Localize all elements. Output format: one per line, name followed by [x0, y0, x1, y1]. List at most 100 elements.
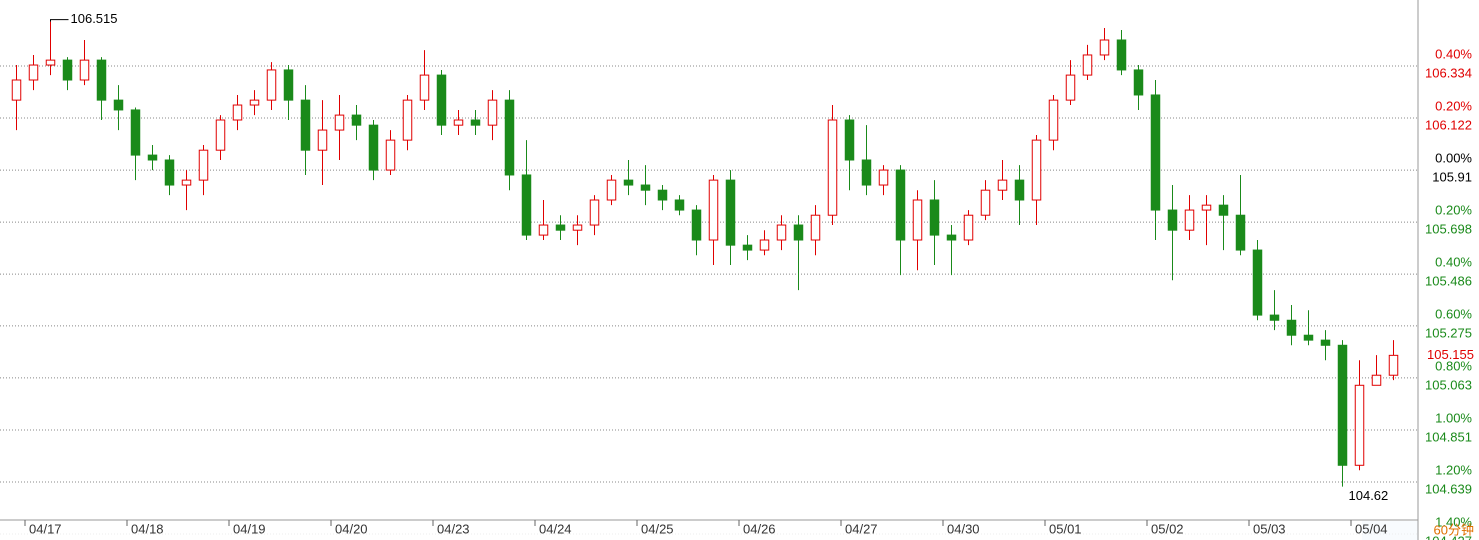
candle-body [1252, 249, 1263, 316]
y-tick-label: 104.427 [1425, 533, 1472, 540]
candle-body [912, 199, 923, 241]
candle-body [130, 109, 141, 156]
y-tick-label: 104.851 [1425, 429, 1472, 444]
candle-body [504, 99, 515, 176]
y-tick-label: 105.91 [1432, 170, 1472, 185]
candle-body [419, 74, 430, 101]
max-marker [50, 19, 69, 22]
candle-body [334, 114, 345, 131]
x-tick-label: 05/03 [1253, 521, 1286, 536]
candle-body [657, 189, 668, 201]
candle-body [725, 179, 736, 246]
candle-body [538, 224, 549, 236]
candle-body [1286, 319, 1297, 336]
candle-body [113, 99, 124, 111]
candle-body [11, 79, 22, 101]
candle-body [1082, 54, 1093, 76]
candle-body [487, 99, 498, 126]
candle-body [895, 169, 906, 241]
candle-body [1184, 209, 1195, 231]
candle-body [28, 64, 39, 81]
candle-body [691, 209, 702, 241]
candle-body [1354, 384, 1365, 466]
candle-body [946, 234, 957, 241]
candle-body [827, 119, 838, 216]
candle-body [589, 199, 600, 226]
candle-body [351, 114, 362, 126]
y-tick-label: 104.639 [1425, 481, 1472, 496]
candle-body [742, 244, 753, 251]
x-tick-label: 04/26 [743, 521, 776, 536]
x-tick-label: 04/23 [437, 521, 470, 536]
candle-body [300, 99, 311, 151]
candle-body [1150, 94, 1161, 211]
candle-body [1048, 99, 1059, 141]
candle-body [1031, 139, 1042, 201]
candle-body [776, 224, 787, 241]
candle-body [1201, 204, 1212, 211]
pct-label: 0.00% [1435, 151, 1472, 166]
pct-label: 0.80% [1435, 358, 1472, 373]
candle-body [215, 119, 226, 151]
timeframe-label: 60分钟 [1434, 522, 1474, 537]
last-price: 105.155 [1427, 347, 1474, 362]
candle-body [1116, 39, 1127, 71]
candle-body [606, 179, 617, 201]
candle-body [45, 59, 56, 66]
candle-body [980, 189, 991, 216]
candle-body [181, 179, 192, 186]
candle-body [555, 224, 566, 231]
max-label: 106.515 [71, 11, 118, 26]
pct-label: 0.20% [1435, 203, 1472, 218]
candle-body [810, 214, 821, 241]
y-tick-label: 106.334 [1425, 65, 1472, 80]
candle-body [402, 99, 413, 141]
pct-label: 0.40% [1435, 46, 1472, 61]
pct-label: 0.20% [1435, 98, 1472, 113]
x-tick-label: 04/24 [539, 521, 572, 536]
candle-body [1235, 214, 1246, 251]
candle-body [317, 129, 328, 151]
candle-body [793, 224, 804, 241]
y-tick-label: 105.698 [1425, 222, 1472, 237]
pct-label: 0.40% [1435, 255, 1472, 270]
x-tick-label: 05/04 [1355, 521, 1388, 536]
candle-body [1303, 334, 1314, 341]
x-tick-label: 04/19 [233, 521, 266, 536]
candle-body [623, 179, 634, 186]
candle-body [436, 74, 447, 126]
x-tick-label: 05/01 [1049, 521, 1082, 536]
candle-body [759, 239, 770, 251]
x-tick-label: 04/25 [641, 521, 674, 536]
pct-label: 1.20% [1435, 462, 1472, 477]
candle-body [572, 224, 583, 231]
candle-body [79, 59, 90, 81]
candle-body [1133, 69, 1144, 96]
candle-body [1167, 209, 1178, 231]
candle-body [96, 59, 107, 101]
candle-body [62, 59, 73, 81]
candle-body [470, 119, 481, 126]
candle-body [1371, 374, 1382, 386]
candle-body [283, 69, 294, 101]
x-tick-label: 04/18 [131, 521, 164, 536]
candle-body [232, 104, 243, 121]
candle-body [708, 179, 719, 241]
candle-body [249, 99, 260, 106]
candle-body [997, 179, 1008, 191]
y-tick-label: 106.122 [1425, 117, 1472, 132]
candle-body [1388, 354, 1399, 376]
y-tick-label: 105.275 [1425, 325, 1472, 340]
candle-body [1014, 179, 1025, 201]
min-label: 104.62 [1349, 488, 1389, 503]
candle-body [878, 169, 889, 186]
x-tick-label: 04/20 [335, 521, 368, 536]
pct-label: 1.00% [1435, 410, 1472, 425]
candle-body [929, 199, 940, 236]
y-tick-label: 105.063 [1425, 377, 1472, 392]
y-tick-label: 105.486 [1425, 274, 1472, 289]
candle-body [521, 174, 532, 236]
candle-body [1218, 204, 1229, 216]
x-tick-label: 04/27 [845, 521, 878, 536]
candle-body [1337, 344, 1348, 466]
